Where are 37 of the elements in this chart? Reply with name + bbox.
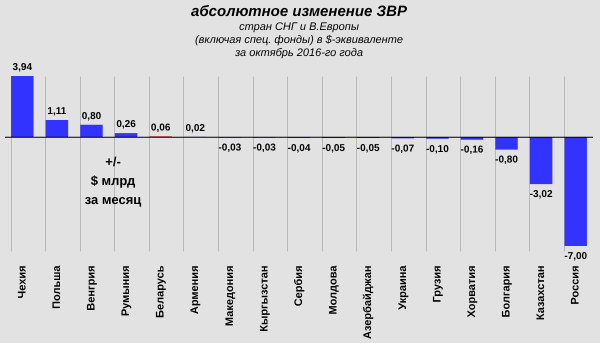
- x-tick-label: Венгрия: [85, 266, 98, 311]
- data-label: -0,05: [356, 143, 380, 154]
- data-label: 0,02: [186, 122, 206, 134]
- data-label: -0,10: [426, 144, 450, 155]
- x-tick-label: Чехия: [16, 266, 28, 298]
- x-tick-label: Беларусь: [154, 265, 167, 318]
- x-tick-label: Казахстан: [535, 266, 548, 320]
- data-label: -0,03: [218, 142, 242, 154]
- data-label: -7,00: [564, 251, 588, 262]
- chart-subtitle: стран СНГ и В.Европы (включая спец. фонды) в $-эквиваленте за октябрь 2016-го года: [195, 21, 403, 59]
- data-label: -0,03: [253, 142, 276, 154]
- data-label: 0,80: [82, 110, 102, 122]
- x-tick-label: Грузия: [431, 266, 444, 303]
- x-tick-label: Россия: [570, 266, 582, 305]
- x-tick-label: Болгария: [500, 266, 513, 318]
- data-label: -0,05: [322, 143, 346, 154]
- data-label: 0,06: [150, 122, 171, 134]
- x-tick-label: Румыния: [120, 266, 132, 316]
- chart-title: абсолютное изменение ЗВР: [191, 3, 408, 20]
- data-label: 3,94: [12, 62, 32, 73]
- data-label: 0,26: [116, 119, 136, 130]
- x-tick-label: Кыргызстан: [258, 266, 270, 332]
- x-tick-label: Армения: [189, 266, 202, 314]
- x-tick-label: Польша: [50, 264, 63, 309]
- data-label: -0,16: [460, 144, 484, 156]
- x-tick-label: Македония: [224, 266, 236, 326]
- data-label: 1,11: [47, 106, 67, 117]
- annotation: +/- $ млрд за месяц: [84, 154, 142, 207]
- x-tick-label: Украина: [396, 264, 409, 310]
- x-tick-label: Хорватия: [466, 266, 478, 318]
- data-label: -3,02: [530, 189, 553, 200]
- data-label: -0,04: [288, 142, 311, 154]
- x-tick-label: Азербайджан: [362, 266, 374, 339]
- data-label: -0,07: [391, 143, 415, 154]
- x-tick-label: Молдова: [328, 264, 340, 315]
- data-label: -0,80: [495, 154, 518, 166]
- x-tick-label: Сербия: [293, 266, 305, 306]
